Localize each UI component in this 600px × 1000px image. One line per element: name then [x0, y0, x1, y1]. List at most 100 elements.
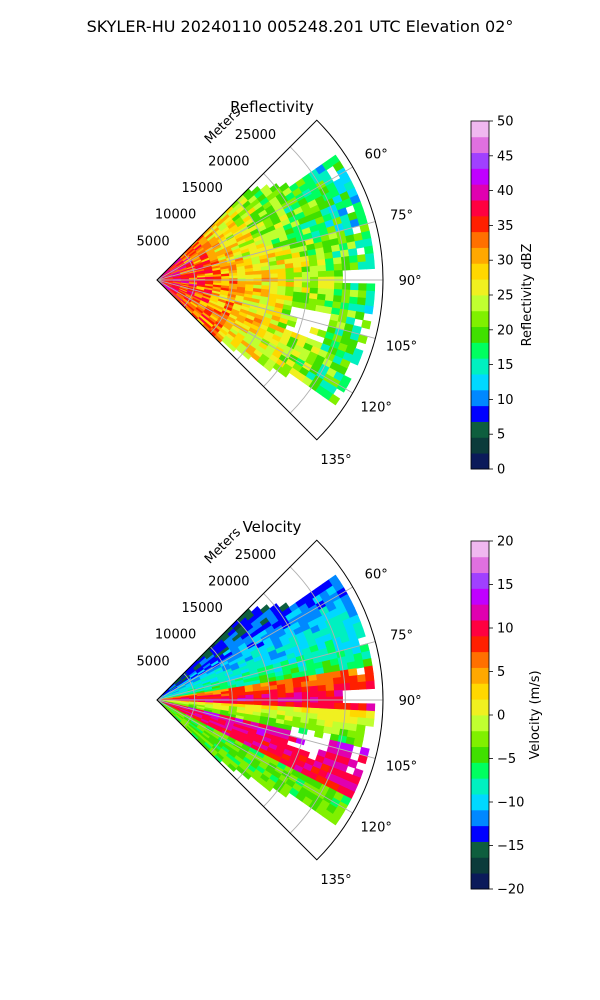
colorbar-swatch	[471, 778, 489, 795]
data-cell	[364, 673, 375, 683]
data-cell	[245, 274, 255, 279]
field-cells	[156, 574, 376, 826]
colorbar-tick-label: 50	[497, 115, 514, 130]
data-cell	[316, 679, 327, 687]
data-cell	[357, 681, 367, 690]
colorbar-swatch	[471, 667, 489, 684]
data-cell	[356, 254, 367, 263]
data-cell	[317, 264, 327, 272]
colorbar-swatch	[471, 556, 489, 574]
data-cell	[348, 716, 359, 725]
data-cell	[298, 727, 308, 735]
data-cell	[300, 680, 311, 688]
theta-tick-label: 120°	[361, 821, 392, 836]
data-cell	[309, 282, 319, 289]
data-cell	[293, 267, 303, 274]
data-cell	[356, 717, 367, 726]
data-cell	[263, 782, 274, 792]
data-cell	[293, 282, 303, 288]
colorbar-swatch	[471, 437, 489, 454]
data-cell	[301, 282, 311, 289]
data-cell	[358, 703, 368, 712]
data-cell	[313, 730, 324, 739]
azimuth-spoke	[156, 586, 353, 701]
data-cell	[342, 282, 351, 291]
theta-tick-label: 105°	[386, 760, 417, 775]
reflectivity-panel: Reflectivity 60° 75° 90° 105° 120° 135° 5000 10…	[137, 98, 535, 478]
data-cell	[361, 319, 372, 330]
colorbar-swatch	[471, 699, 489, 716]
data-cell	[357, 290, 367, 299]
r-tick-label: 10000	[155, 208, 196, 223]
colorbar-swatch	[471, 310, 489, 328]
data-cell	[277, 692, 287, 699]
data-cell	[324, 258, 335, 266]
data-cell	[347, 758, 359, 769]
colorbar-tick-label: −15	[497, 839, 524, 854]
data-cell	[356, 674, 367, 683]
data-cell	[309, 287, 319, 295]
data-cell	[269, 273, 279, 279]
colorbar-tick-label: 15	[497, 358, 514, 373]
colorbar-swatch	[471, 857, 489, 874]
data-cell	[342, 702, 351, 711]
data-cell	[317, 708, 327, 716]
data-cell	[301, 686, 311, 693]
colorbar-tick-label: 20	[497, 323, 514, 338]
colorbar-swatch	[471, 873, 489, 890]
theta-tick-label: 90°	[399, 274, 422, 289]
data-cell	[325, 288, 335, 296]
colorbar-swatch	[471, 620, 489, 637]
colorbar-tick-label: 0	[497, 463, 505, 478]
r-tick-label: 5000	[137, 654, 170, 669]
data-cell	[285, 281, 295, 288]
data-cell	[307, 303, 317, 312]
data-cell	[325, 684, 335, 692]
data-cell	[323, 726, 333, 735]
colorbar-swatch	[471, 635, 489, 653]
colorbar-swatch	[471, 374, 489, 391]
data-cell	[261, 693, 271, 699]
data-cell	[349, 682, 359, 691]
colorbar-tick-label: 5	[497, 428, 505, 443]
data-cell	[334, 702, 343, 711]
data-cell	[277, 688, 287, 694]
data-cell	[309, 707, 319, 715]
data-cell	[285, 692, 295, 699]
data-cell	[349, 354, 361, 366]
colorbar-tick-label: 20	[497, 535, 514, 550]
data-cell	[341, 709, 351, 718]
data-cell	[334, 269, 343, 278]
data-cell	[308, 679, 319, 687]
colorbar-swatch	[471, 405, 489, 422]
data-cell	[325, 282, 335, 290]
data-cell	[354, 239, 365, 249]
data-cell	[328, 393, 341, 406]
colorbar-tick-label: −5	[497, 752, 516, 767]
colorbar-swatch	[471, 295, 489, 312]
data-cell	[333, 708, 343, 717]
data-cell	[349, 262, 359, 271]
data-cell	[315, 304, 325, 313]
colorbar-swatch	[471, 841, 489, 858]
colorbar-tick-label: 10	[497, 622, 514, 637]
data-cell	[285, 687, 295, 694]
data-cell	[291, 301, 301, 309]
data-cell	[269, 689, 279, 695]
data-cell	[261, 273, 271, 279]
velocity-colorbar: −20 −15 −10 −5 0 5 10 15 20	[470, 535, 524, 898]
colorbar-label: Reflectivity dBZ	[520, 244, 535, 347]
data-cell	[325, 264, 335, 272]
colorbar-swatch	[471, 541, 489, 558]
colorbar-tick-label: 10	[497, 393, 514, 408]
data-cell	[286, 319, 297, 328]
colorbar-swatch	[471, 809, 489, 827]
data-cell	[325, 270, 335, 278]
colorbar-swatch	[471, 588, 489, 605]
data-cell	[364, 297, 375, 307]
data-cell	[229, 275, 239, 280]
data-cell	[317, 690, 327, 698]
data-cell	[334, 689, 343, 698]
data-cell	[358, 283, 368, 292]
theta-tick-label: 105°	[386, 340, 417, 355]
